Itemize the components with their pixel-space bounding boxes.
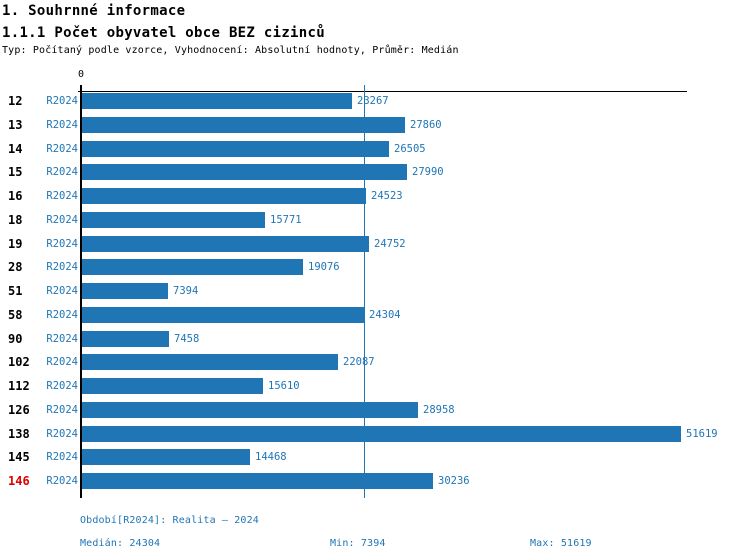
value-bar: [82, 449, 250, 465]
row-series-label: R2024: [46, 451, 78, 463]
bar-value-label: 23267: [357, 95, 389, 107]
row-id-label: 102: [8, 355, 30, 369]
row-id-label: 18: [8, 213, 23, 227]
row-series-label: R2024: [46, 214, 78, 226]
row-series-label: R2024: [46, 119, 78, 131]
row-series-label: R2024: [46, 309, 78, 321]
value-bar: [82, 259, 303, 275]
chart-row: 146 R2024 30236: [0, 473, 750, 489]
value-bar: [82, 212, 265, 228]
row-series-label: R2024: [46, 356, 78, 368]
bar-value-label: 51619: [686, 428, 718, 440]
bar-value-label: 26505: [394, 143, 426, 155]
chart-row: 126 R2024 28958: [0, 402, 750, 418]
row-id-label: 19: [8, 237, 23, 251]
row-id-label: 13: [8, 118, 23, 132]
chart-row: 138 R2024 51619: [0, 426, 750, 442]
row-id-label: 12: [8, 94, 23, 108]
footer-min: Min: 7394: [330, 538, 386, 549]
row-series-label: R2024: [46, 475, 78, 487]
row-series-label: R2024: [46, 333, 78, 345]
bar-value-label: 28958: [423, 404, 455, 416]
value-axis-zero-label: 0: [77, 69, 85, 80]
indicator-title: 1.1.1 Počet obyvatel obce BEZ cizinců: [2, 25, 325, 41]
footer-max: Max: 51619: [530, 538, 592, 549]
row-series-label: R2024: [46, 380, 78, 392]
row-id-label-highlighted: 146: [8, 474, 30, 488]
row-id-label: 28: [8, 260, 23, 274]
row-id-label: 51: [8, 284, 23, 298]
value-bar: [82, 426, 681, 442]
chart-row: 12 R2024 23267: [0, 93, 750, 109]
row-series-label: R2024: [46, 404, 78, 416]
row-id-label: 16: [8, 189, 23, 203]
section-title: 1. Souhrnné informace: [2, 3, 186, 19]
row-id-label: 90: [8, 332, 23, 346]
row-series-label: R2024: [46, 166, 78, 178]
row-id-label: 58: [8, 308, 23, 322]
chart-row: 16 R2024 24523: [0, 188, 750, 204]
bar-value-label: 30236: [438, 475, 470, 487]
row-id-label: 138: [8, 427, 30, 441]
chart-row: 18 R2024 15771: [0, 212, 750, 228]
bar-value-label: 24304: [369, 309, 401, 321]
row-id-label: 112: [8, 379, 30, 393]
bar-value-label: 15610: [268, 380, 300, 392]
value-bar: [82, 117, 405, 133]
row-id-label: 145: [8, 450, 30, 464]
value-bar: [82, 164, 407, 180]
bar-value-label: 27860: [410, 119, 442, 131]
value-bar: [82, 473, 433, 489]
indicator-meta: Typ: Počítaný podle vzorce, Vyhodnocení:…: [2, 45, 459, 56]
row-id-label: 126: [8, 403, 30, 417]
chart-row: 13 R2024 27860: [0, 117, 750, 133]
chart-row: 15 R2024 27990: [0, 164, 750, 180]
value-bar: [82, 307, 364, 323]
chart-row: 19 R2024 24752: [0, 236, 750, 252]
chart-row: 145 R2024 14468: [0, 449, 750, 465]
median-line: [364, 85, 365, 498]
row-series-label: R2024: [46, 238, 78, 250]
chart-row: 58 R2024 24304: [0, 307, 750, 323]
value-bar: [82, 236, 369, 252]
category-axis-line: [80, 85, 82, 498]
row-series-label: R2024: [46, 95, 78, 107]
footer-median: Medián: 24304: [80, 538, 161, 549]
row-series-label: R2024: [46, 190, 78, 202]
value-bar: [82, 93, 352, 109]
chart-row: 102 R2024 22087: [0, 354, 750, 370]
value-bar: [82, 331, 169, 347]
bar-value-label: 14468: [255, 451, 287, 463]
chart-row: 90 R2024 7458: [0, 331, 750, 347]
row-id-label: 15: [8, 165, 23, 179]
row-id-label: 14: [8, 142, 23, 156]
bar-value-label: 15771: [270, 214, 302, 226]
bar-value-label: 19076: [308, 261, 340, 273]
footer-period: Období[R2024]: Realita – 2024: [80, 515, 259, 526]
value-bar: [82, 283, 168, 299]
chart-row: 51 R2024 7394: [0, 283, 750, 299]
value-axis-line: [78, 91, 687, 92]
chart-row: 28 R2024 19076: [0, 259, 750, 275]
value-bar: [82, 141, 389, 157]
bar-value-label: 7458: [174, 333, 200, 345]
chart-row: 112 R2024 15610: [0, 378, 750, 394]
bar-value-label: 24523: [371, 190, 403, 202]
row-series-label: R2024: [46, 261, 78, 273]
row-series-label: R2024: [46, 143, 78, 155]
bar-value-label: 22087: [343, 356, 375, 368]
chart-row: 14 R2024 26505: [0, 141, 750, 157]
bar-value-label: 27990: [412, 166, 444, 178]
value-bar: [82, 402, 418, 418]
value-bar: [82, 378, 263, 394]
value-bar: [82, 188, 366, 204]
bar-value-label: 24752: [374, 238, 406, 250]
value-bar: [82, 354, 338, 370]
row-series-label: R2024: [46, 428, 78, 440]
row-series-label: R2024: [46, 285, 78, 297]
bar-value-label: 7394: [173, 285, 199, 297]
